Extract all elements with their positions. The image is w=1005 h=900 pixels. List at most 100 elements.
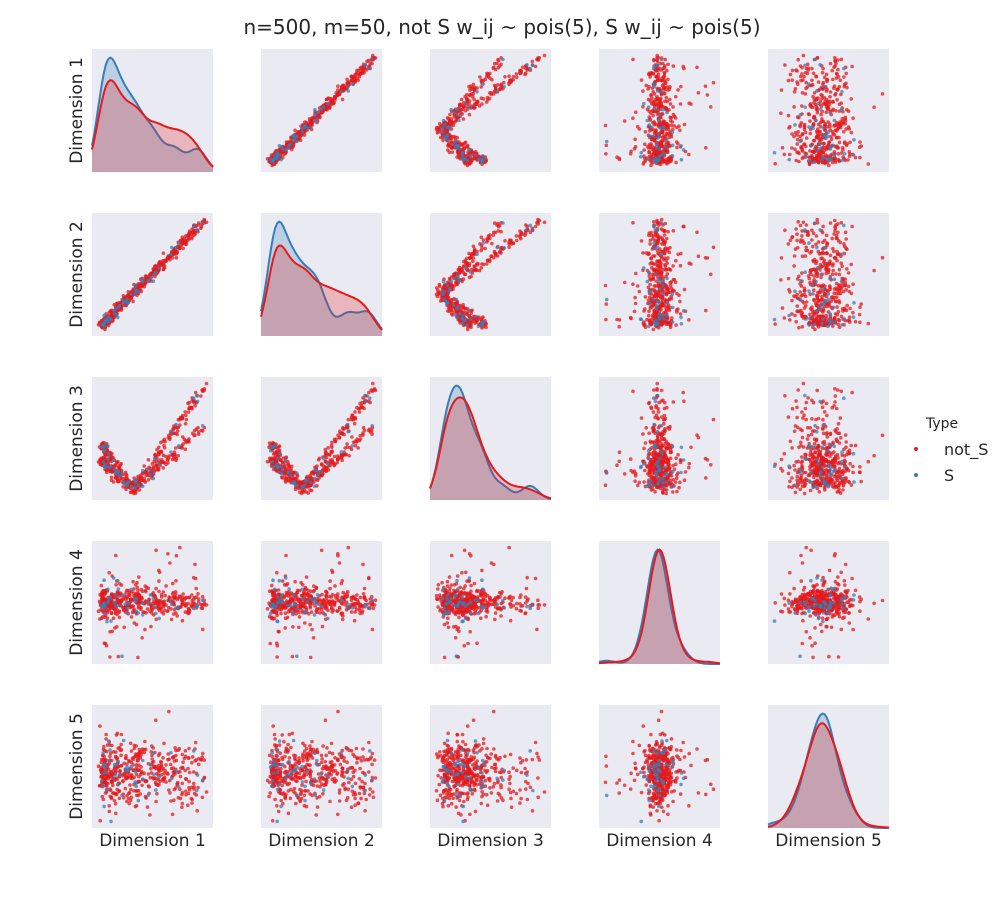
- scatter-point-not_S: [782, 316, 787, 320]
- scatter-point-not_S: [833, 128, 838, 133]
- scatter-point-not_S: [508, 238, 512, 242]
- scatter-point-S: [116, 470, 120, 475]
- scatter-point-not_S: [833, 299, 838, 304]
- scatter-point-S: [105, 457, 110, 461]
- scatter-point-S: [657, 113, 662, 117]
- scatter-point-S: [819, 107, 823, 112]
- scatter-point-not_S: [839, 221, 844, 225]
- scatter-point-not_S: [792, 254, 797, 258]
- scatter-point-not_S: [675, 145, 679, 150]
- scatter-point-S: [481, 82, 486, 86]
- scatter-point-not_S: [828, 90, 833, 94]
- scatter-point-not_S: [662, 241, 667, 245]
- scatter-point-S: [657, 118, 661, 123]
- scatter-point-not_S: [651, 120, 655, 125]
- scatter-point-not_S: [353, 417, 358, 421]
- scatter-point-not_S: [310, 470, 314, 475]
- scatter-point-S: [169, 450, 173, 454]
- scatter-point-not_S: [333, 439, 337, 444]
- scatter-point-S: [822, 84, 827, 89]
- scatter-point-not_S: [843, 140, 847, 144]
- scatter-point-not_S: [661, 86, 666, 90]
- scatter-point-not_S: [808, 149, 812, 153]
- scatter-point-not_S: [652, 254, 657, 258]
- scatter-point-not_S: [319, 463, 324, 467]
- scatter-point-not_S: [622, 119, 627, 123]
- scatter-point-not_S: [493, 67, 498, 72]
- scatter-point-not_S: [779, 111, 783, 115]
- scatter-point-not_S: [839, 287, 843, 291]
- scatter-point-not_S: [850, 224, 854, 229]
- scatter-point-not_S: [308, 473, 312, 478]
- scatter-point-not_S: [670, 316, 674, 320]
- scatter-point-not_S: [834, 291, 839, 296]
- scatter-point-not_S: [779, 88, 784, 92]
- scatter-point-not_S: [452, 284, 456, 288]
- scatter-point-not_S: [617, 156, 621, 161]
- scatter-point-not_S: [811, 121, 816, 126]
- scatter-point-not_S: [448, 112, 452, 117]
- scatter-point-not_S: [486, 234, 491, 238]
- scatter-point-not_S: [821, 224, 825, 229]
- scatter-point-not_S: [193, 404, 197, 408]
- scatter-point-not_S: [696, 91, 701, 95]
- scatter-point-not_S: [523, 233, 527, 238]
- scatter-point-S: [134, 283, 138, 288]
- scatter-point-not_S: [166, 256, 170, 260]
- scatter-point-not_S: [296, 130, 300, 134]
- scatter-point-not_S: [657, 258, 662, 263]
- scatter-point-S: [440, 126, 445, 130]
- scatter-point-S: [449, 107, 454, 112]
- scatter-point-S: [656, 158, 660, 163]
- scatter-point-not_S: [703, 84, 708, 88]
- scatter-point-not_S: [664, 287, 669, 292]
- scatter-point-not_S: [664, 131, 669, 136]
- scatter-point-not_S: [190, 230, 195, 235]
- scatter-point-not_S: [161, 459, 165, 464]
- scatter-point-not_S: [649, 160, 653, 164]
- scatter-point-not_S: [843, 118, 848, 123]
- scatter-point-S: [461, 157, 465, 162]
- scatter-point-not_S: [652, 220, 656, 224]
- scatter-point-S: [772, 317, 777, 322]
- scatter-point-not_S: [499, 62, 503, 67]
- scatter-point-not_S: [836, 309, 841, 314]
- scatter-point-S: [495, 89, 500, 93]
- scatter-point-not_S: [866, 162, 871, 166]
- scatter-point-not_S: [848, 306, 852, 311]
- scatter-point-S: [842, 151, 847, 156]
- scatter-point-S: [315, 110, 320, 115]
- scatter-point-S: [819, 306, 823, 311]
- scatter-point-not_S: [373, 388, 378, 393]
- scatter-point-S: [793, 289, 797, 294]
- scatter-point-not_S: [674, 258, 678, 263]
- scatter-point-not_S: [844, 71, 848, 76]
- scatter-point-not_S: [801, 220, 806, 225]
- scatter-point-S: [468, 154, 473, 158]
- scatter-point-not_S: [822, 148, 827, 153]
- scatter-point-not_S: [647, 309, 651, 314]
- scatter-point-S: [807, 82, 811, 86]
- scatter-point-not_S: [659, 227, 664, 231]
- scatter-point-not_S: [172, 452, 177, 457]
- scatter-point-not_S: [828, 221, 833, 225]
- scatter-point-S: [148, 472, 153, 477]
- scatter-point-S: [670, 320, 675, 324]
- panel-1-2: [261, 49, 382, 172]
- scatter-point-not_S: [816, 240, 821, 244]
- scatter-point-not_S: [615, 317, 619, 322]
- scatter-point-not_S: [678, 128, 682, 133]
- scatter-point-S: [798, 113, 803, 117]
- scatter-point-not_S: [846, 271, 851, 275]
- scatter-point-not_S: [850, 64, 854, 69]
- scatter-point-S: [108, 465, 112, 469]
- scatter-point-not_S: [840, 146, 845, 150]
- scatter-point-not_S: [790, 146, 794, 150]
- scatter-point-S: [468, 317, 473, 321]
- scatter-point-not_S: [644, 83, 648, 88]
- scatter-point-S: [195, 393, 199, 398]
- scatter-point-S: [826, 292, 831, 296]
- scatter-point-not_S: [533, 224, 538, 229]
- scatter-point-S: [133, 485, 137, 490]
- scatter-point-S: [455, 144, 459, 148]
